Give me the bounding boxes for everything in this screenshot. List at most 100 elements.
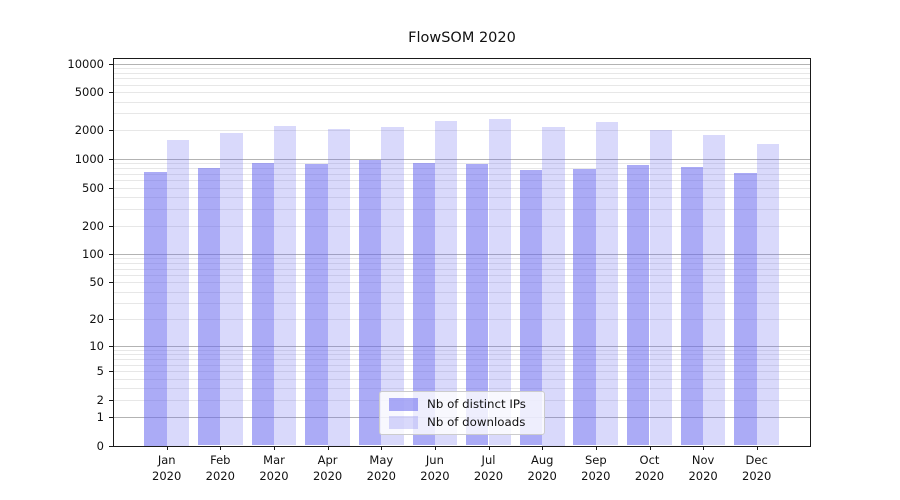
gridline-minor <box>114 168 810 170</box>
y-axis-tick-label: 500 <box>82 180 104 195</box>
x-axis-tick-label: Jan 2020 <box>152 452 182 483</box>
gridline-minor <box>114 364 810 366</box>
gridline-minor <box>114 92 810 94</box>
x-axis-tick <box>703 445 705 450</box>
y-axis-tick-label: 5 <box>96 364 104 379</box>
y-axis-tick-label: 0 <box>96 438 104 453</box>
gridline-minor <box>114 84 810 86</box>
x-axis-tick-label: Oct 2020 <box>634 452 665 483</box>
bar-downloads-apr <box>327 129 350 446</box>
x-axis-tick <box>542 445 544 450</box>
y-axis-tick-label: 1000 <box>74 152 104 166</box>
gridline-minor <box>114 173 810 175</box>
x-axis-tick-label: Feb 2020 <box>205 452 235 483</box>
bar-distinct-ips-may <box>358 160 382 446</box>
gridline-minor <box>114 130 810 132</box>
y-axis-tick <box>109 254 113 256</box>
bar-distinct-ips-sep <box>573 169 596 446</box>
gridline-minor <box>114 208 810 210</box>
gridline-minor <box>114 113 810 115</box>
x-axis-tick <box>649 445 651 450</box>
bar-distinct-ips-oct <box>627 165 650 446</box>
legend: Nb of distinct IPs Nb of downloads <box>379 391 545 435</box>
y-axis-tick-label: 5000 <box>74 85 104 100</box>
gridline-minor <box>114 291 810 293</box>
x-axis-tick-label: May 2020 <box>366 452 396 483</box>
legend-item-downloads: Nb of downloads <box>389 415 537 429</box>
y-axis-tick <box>109 416 113 418</box>
gridline-minor <box>114 258 810 260</box>
gridline-minor <box>114 263 810 265</box>
y-axis-tick <box>109 159 113 160</box>
x-axis-tick <box>166 445 168 450</box>
y-axis-tick-label: 2000 <box>74 123 104 138</box>
gridline-minor <box>114 319 810 321</box>
y-axis-tick-label: 10000 <box>67 56 104 71</box>
y-axis-tick-label: 10 <box>89 339 104 353</box>
bar-downloads-sep <box>595 121 619 446</box>
x-axis-tick-label: Jul 2020 <box>473 452 504 483</box>
bar-downloads-mar <box>274 125 297 446</box>
y-axis-tick <box>109 187 113 189</box>
bar-distinct-ips-jun <box>412 163 435 446</box>
gridline-major <box>114 159 810 160</box>
bar-downloads-jan <box>166 139 190 446</box>
y-axis-tick <box>109 63 113 65</box>
y-axis-tick-label: 1 <box>96 409 104 424</box>
y-axis-tick-label: 100 <box>82 247 104 262</box>
bar-downloads-feb <box>220 133 243 446</box>
gridline-minor <box>114 354 810 356</box>
bar-downloads-dec <box>756 143 780 446</box>
chart-title: FlowSOM 2020 <box>408 30 516 46</box>
x-axis-tick-label: Dec 2020 <box>742 452 772 483</box>
x-axis-tick <box>756 445 758 450</box>
x-axis-tick <box>274 445 275 450</box>
y-axis-tick <box>109 346 113 347</box>
y-axis-tick <box>109 282 113 284</box>
bar-distinct-ips-feb <box>197 168 221 446</box>
bar-downloads-may <box>381 126 404 446</box>
legend-item-distinct-ips: Nb of distinct IPs <box>389 397 537 411</box>
y-axis-tick <box>109 371 113 373</box>
gridline-major <box>114 63 810 65</box>
gridline-minor <box>114 225 810 227</box>
bar-distinct-ips-dec <box>734 172 757 446</box>
x-axis-tick <box>381 445 383 450</box>
bar-downloads-aug <box>542 127 565 446</box>
bar-distinct-ips-mar <box>251 163 274 446</box>
gridline-minor <box>114 371 810 373</box>
gridline-minor <box>114 303 810 305</box>
x-axis-tick-label: Nov 2020 <box>688 452 718 483</box>
x-axis-tick-label: Aug 2020 <box>527 452 557 483</box>
y-axis-tick-label: 50 <box>89 275 104 290</box>
x-axis-tick-label: Sep 2020 <box>581 452 611 483</box>
gridline-minor <box>114 101 810 103</box>
y-axis-tick <box>109 92 113 94</box>
gridline-minor <box>114 388 810 389</box>
gridline-minor <box>114 163 810 165</box>
gridline-minor <box>114 196 810 198</box>
y-axis-tick <box>109 319 113 321</box>
legend-label-downloads: Nb of downloads <box>427 415 526 429</box>
bar-distinct-ips-aug <box>519 170 543 446</box>
bar-downloads-jul <box>488 119 511 446</box>
gridline-minor <box>114 378 810 380</box>
x-axis-tick <box>488 445 490 450</box>
gridline-minor <box>114 275 810 276</box>
x-axis-tick <box>220 445 222 450</box>
gridline-major <box>114 254 810 256</box>
bar-downloads-jun <box>434 121 458 446</box>
bar-downloads-oct <box>649 130 672 446</box>
bar-distinct-ips-apr <box>305 163 328 446</box>
gridline-minor <box>114 72 810 74</box>
gridline-minor <box>114 67 810 69</box>
x-axis-tick-label: Jun 2020 <box>420 452 450 483</box>
y-axis-tick <box>109 445 113 447</box>
legend-swatch-distinct-ips <box>389 397 418 411</box>
y-axis-tick <box>109 130 113 132</box>
y-axis-tick-label: 20 <box>89 312 104 327</box>
gridline-minor <box>114 350 810 351</box>
gridline-major <box>114 346 810 347</box>
x-axis-tick <box>595 445 597 450</box>
